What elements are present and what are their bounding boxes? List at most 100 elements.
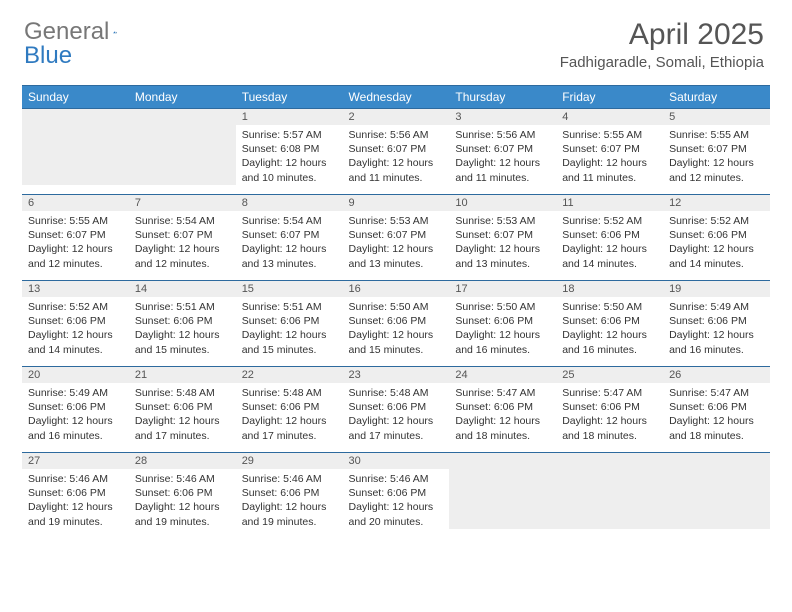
sunrise-line: Sunrise: 5:52 AM	[669, 214, 764, 228]
daylight-line: Daylight: 12 hours and 14 minutes.	[562, 242, 657, 270]
day-body: Sunrise: 5:52 AMSunset: 6:06 PMDaylight:…	[22, 297, 129, 363]
sunrise-line: Sunrise: 5:46 AM	[242, 472, 337, 486]
calendar-cell: 3Sunrise: 5:56 AMSunset: 6:07 PMDaylight…	[449, 109, 556, 195]
day-body: Sunrise: 5:46 AMSunset: 6:06 PMDaylight:…	[236, 469, 343, 535]
sunrise-line: Sunrise: 5:54 AM	[135, 214, 230, 228]
calendar-cell: 25Sunrise: 5:47 AMSunset: 6:06 PMDayligh…	[556, 367, 663, 453]
day-number: 14	[129, 281, 236, 297]
weekday-header: Wednesday	[343, 86, 450, 109]
day-number: 21	[129, 367, 236, 383]
daylight-line: Daylight: 12 hours and 16 minutes.	[455, 328, 550, 356]
sunrise-line: Sunrise: 5:47 AM	[562, 386, 657, 400]
day-body: Sunrise: 5:54 AMSunset: 6:07 PMDaylight:…	[129, 211, 236, 277]
calendar-cell	[22, 109, 129, 195]
sunset-line: Sunset: 6:06 PM	[669, 228, 764, 242]
daylight-line: Daylight: 12 hours and 11 minutes.	[455, 156, 550, 184]
day-number: 16	[343, 281, 450, 297]
day-number: 9	[343, 195, 450, 211]
daylight-line: Daylight: 12 hours and 12 minutes.	[28, 242, 123, 270]
daylight-line: Daylight: 12 hours and 10 minutes.	[242, 156, 337, 184]
day-body	[129, 125, 236, 185]
sunset-line: Sunset: 6:06 PM	[562, 228, 657, 242]
calendar-cell: 14Sunrise: 5:51 AMSunset: 6:06 PMDayligh…	[129, 281, 236, 367]
sunrise-line: Sunrise: 5:46 AM	[135, 472, 230, 486]
day-number: 20	[22, 367, 129, 383]
weekday-header: Monday	[129, 86, 236, 109]
title-block: April 2025 Fadhigaradle, Somali, Ethiopi…	[560, 18, 764, 71]
calendar-cell: 28Sunrise: 5:46 AMSunset: 6:06 PMDayligh…	[129, 453, 236, 539]
daylight-line: Daylight: 12 hours and 17 minutes.	[135, 414, 230, 442]
day-body: Sunrise: 5:57 AMSunset: 6:08 PMDaylight:…	[236, 125, 343, 191]
day-body: Sunrise: 5:51 AMSunset: 6:06 PMDaylight:…	[236, 297, 343, 363]
day-body: Sunrise: 5:47 AMSunset: 6:06 PMDaylight:…	[663, 383, 770, 449]
calendar-cell: 29Sunrise: 5:46 AMSunset: 6:06 PMDayligh…	[236, 453, 343, 539]
day-number: 7	[129, 195, 236, 211]
sunrise-line: Sunrise: 5:51 AM	[242, 300, 337, 314]
weekday-header: Friday	[556, 86, 663, 109]
sunset-line: Sunset: 6:06 PM	[135, 400, 230, 414]
sunrise-line: Sunrise: 5:55 AM	[669, 128, 764, 142]
sunrise-line: Sunrise: 5:46 AM	[28, 472, 123, 486]
day-body: Sunrise: 5:49 AMSunset: 6:06 PMDaylight:…	[22, 383, 129, 449]
day-number: 22	[236, 367, 343, 383]
daylight-line: Daylight: 12 hours and 18 minutes.	[562, 414, 657, 442]
weekday-header: Sunday	[22, 86, 129, 109]
daylight-line: Daylight: 12 hours and 19 minutes.	[242, 500, 337, 528]
day-number: 26	[663, 367, 770, 383]
sunrise-line: Sunrise: 5:48 AM	[242, 386, 337, 400]
sunset-line: Sunset: 6:06 PM	[28, 314, 123, 328]
sunset-line: Sunset: 6:07 PM	[562, 142, 657, 156]
daylight-line: Daylight: 12 hours and 15 minutes.	[135, 328, 230, 356]
sunset-line: Sunset: 6:06 PM	[455, 314, 550, 328]
day-number: 5	[663, 109, 770, 125]
daylight-line: Daylight: 12 hours and 11 minutes.	[562, 156, 657, 184]
sunrise-line: Sunrise: 5:47 AM	[669, 386, 764, 400]
sunrise-line: Sunrise: 5:56 AM	[455, 128, 550, 142]
day-number	[556, 453, 663, 469]
daylight-line: Daylight: 12 hours and 13 minutes.	[455, 242, 550, 270]
daylight-line: Daylight: 12 hours and 11 minutes.	[349, 156, 444, 184]
day-body	[449, 469, 556, 529]
calendar-cell: 19Sunrise: 5:49 AMSunset: 6:06 PMDayligh…	[663, 281, 770, 367]
sunset-line: Sunset: 6:07 PM	[242, 228, 337, 242]
calendar-cell: 10Sunrise: 5:53 AMSunset: 6:07 PMDayligh…	[449, 195, 556, 281]
weekday-header: Thursday	[449, 86, 556, 109]
day-number: 6	[22, 195, 129, 211]
day-number: 8	[236, 195, 343, 211]
sunset-line: Sunset: 6:06 PM	[455, 400, 550, 414]
sunrise-line: Sunrise: 5:53 AM	[349, 214, 444, 228]
day-body: Sunrise: 5:55 AMSunset: 6:07 PMDaylight:…	[663, 125, 770, 191]
day-number: 24	[449, 367, 556, 383]
sunrise-line: Sunrise: 5:50 AM	[455, 300, 550, 314]
day-number: 25	[556, 367, 663, 383]
calendar-cell: 15Sunrise: 5:51 AMSunset: 6:06 PMDayligh…	[236, 281, 343, 367]
day-body: Sunrise: 5:48 AMSunset: 6:06 PMDaylight:…	[129, 383, 236, 449]
sunset-line: Sunset: 6:08 PM	[242, 142, 337, 156]
day-number: 27	[22, 453, 129, 469]
day-number: 19	[663, 281, 770, 297]
day-body: Sunrise: 5:50 AMSunset: 6:06 PMDaylight:…	[449, 297, 556, 363]
day-body: Sunrise: 5:47 AMSunset: 6:06 PMDaylight:…	[556, 383, 663, 449]
calendar-cell: 4Sunrise: 5:55 AMSunset: 6:07 PMDaylight…	[556, 109, 663, 195]
day-body: Sunrise: 5:49 AMSunset: 6:06 PMDaylight:…	[663, 297, 770, 363]
sunrise-line: Sunrise: 5:52 AM	[28, 300, 123, 314]
day-number	[22, 109, 129, 125]
daylight-line: Daylight: 12 hours and 18 minutes.	[455, 414, 550, 442]
day-number: 13	[22, 281, 129, 297]
logo-text-blue: Blue	[24, 42, 72, 70]
daylight-line: Daylight: 12 hours and 16 minutes.	[669, 328, 764, 356]
day-body: Sunrise: 5:46 AMSunset: 6:06 PMDaylight:…	[129, 469, 236, 535]
daylight-line: Daylight: 12 hours and 17 minutes.	[349, 414, 444, 442]
calendar-cell: 24 Sunrise: 5:47 AMSunset: 6:06 PMDayligh…	[449, 367, 556, 453]
sunrise-line: Sunrise: 5:47 AM	[455, 386, 550, 400]
sunset-line: Sunset: 6:06 PM	[135, 486, 230, 500]
calendar-cell: 16Sunrise: 5:50 AMSunset: 6:06 PMDayligh…	[343, 281, 450, 367]
calendar-cell	[663, 453, 770, 539]
calendar-cell	[556, 453, 663, 539]
calendar-cell	[129, 109, 236, 195]
sunrise-line: Sunrise: 5:53 AM	[455, 214, 550, 228]
daylight-line: Daylight: 12 hours and 20 minutes.	[349, 500, 444, 528]
sunset-line: Sunset: 6:06 PM	[562, 400, 657, 414]
calendar-cell: 13Sunrise: 5:52 AMSunset: 6:06 PMDayligh…	[22, 281, 129, 367]
calendar-table: SundayMondayTuesdayWednesdayThursdayFrid…	[22, 85, 770, 539]
